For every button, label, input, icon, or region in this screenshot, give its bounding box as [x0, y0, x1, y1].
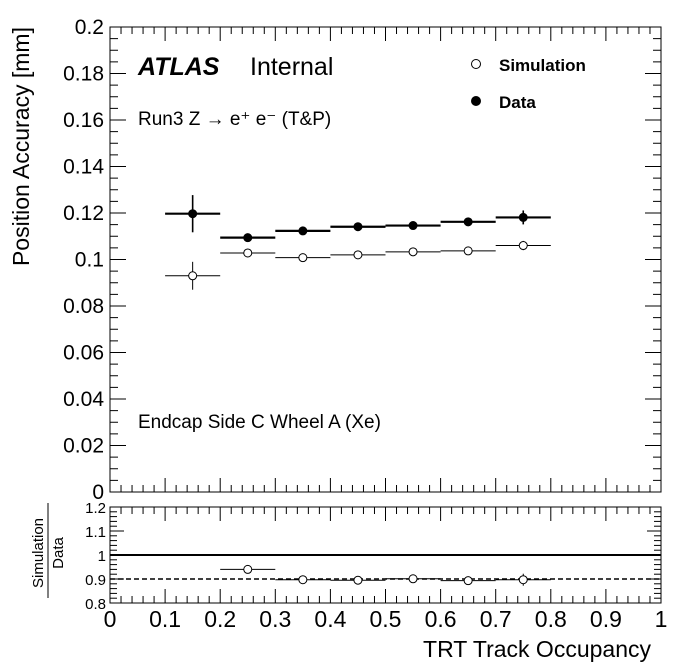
- main-y-tick-label: 0.12: [63, 202, 104, 225]
- legend: Simulation Data: [471, 56, 586, 112]
- main-y-tick-label: 0.16: [63, 109, 104, 132]
- atlas-status: Internal: [250, 53, 333, 81]
- x-tick-label: 0.7: [480, 606, 512, 632]
- data-point: [353, 222, 363, 232]
- ratio-y-tick-label: 1.2: [85, 500, 106, 517]
- data-point: [408, 221, 418, 231]
- simulation-point: [243, 248, 253, 258]
- x-axis-title: TRT Track Occupancy: [423, 636, 651, 662]
- main-y-tick-label: 0.08: [63, 295, 104, 318]
- main-y-tick-label: 0.04: [63, 388, 104, 411]
- ratio-point: [243, 564, 253, 574]
- ratio-point: [518, 575, 528, 585]
- ratio-y-denominator: Data: [50, 537, 67, 569]
- simulation-point: [463, 246, 473, 256]
- main-y-axis-title: Position Accuracy [mm]: [8, 27, 34, 266]
- x-tick-label: 0.4: [314, 606, 346, 632]
- main-y-tick-label: 0.02: [63, 435, 104, 458]
- x-tick-label: 0.1: [149, 606, 181, 632]
- region-annotation: Endcap Side C Wheel A (Xe): [138, 412, 381, 433]
- ratio-y-tick-label: 1: [98, 548, 106, 565]
- main-data-marks: [165, 195, 551, 290]
- simulation-point: [298, 253, 308, 263]
- x-tick-label: 0.8: [535, 606, 567, 632]
- simulation-point: [518, 241, 528, 251]
- ratio-point: [353, 575, 363, 585]
- main-x-axis-ticks: [109, 27, 662, 492]
- ratio-point: [463, 576, 473, 586]
- main-y-tick-label: 0.06: [63, 342, 104, 365]
- ratio-y-axis-title: Simulation Data: [30, 503, 67, 598]
- simulation-point: [408, 247, 418, 257]
- legend-data-marker: [471, 96, 481, 106]
- ratio-data-marks: [220, 564, 551, 586]
- data-point: [298, 226, 308, 236]
- x-tick-label: 0.9: [590, 606, 622, 632]
- ratio-y-axis-ticks: 0.8 0.9 1 1.1 1.2: [85, 500, 661, 613]
- ratio-point: [408, 574, 418, 584]
- main-y-tick-label: 0: [92, 481, 104, 504]
- main-y-tick-label: 0.2: [75, 16, 104, 39]
- legend-data-label: Data: [499, 93, 536, 112]
- ratio-y-numerator: Simulation: [30, 518, 47, 588]
- x-tick-label: 0.6: [425, 606, 457, 632]
- ratio-x-axis-ticks: 0 0.1 0.2 0.3 0.4 0.5 0.6 0.7 0.8 0.9 1: [104, 507, 668, 632]
- simulation-point: [353, 250, 363, 260]
- process-annotation: Run3 Z → e⁺ e⁻ (T&P): [138, 109, 331, 130]
- main-y-tick-label: 0.18: [63, 63, 104, 86]
- ratio-y-tick-label: 0.8: [85, 596, 106, 613]
- ratio-point: [298, 575, 308, 585]
- data-point: [188, 209, 198, 219]
- data-point: [518, 212, 528, 222]
- x-tick-label: 0.5: [370, 606, 402, 632]
- legend-simulation-marker: [471, 59, 481, 69]
- ratio-y-tick-label: 1.1: [85, 524, 106, 541]
- main-y-tick-label: 0.14: [63, 156, 104, 179]
- ratio-reference-lines: [110, 554, 661, 580]
- legend-simulation-label: Simulation: [499, 56, 586, 75]
- x-tick-label: 0: [104, 606, 117, 632]
- ratio-y-tick-label: 0.9: [85, 572, 106, 589]
- x-tick-label: 1: [655, 606, 668, 632]
- main-y-axis-ticks: 0 0.02 0.04 0.06 0.08 0.1 0.12 0.14 0.16 0.18 0.2: [63, 16, 661, 504]
- x-tick-label: 0.3: [259, 606, 291, 632]
- data-point: [463, 217, 473, 227]
- atlas-label: ATLAS: [137, 53, 220, 81]
- x-tick-label: 0.2: [204, 606, 236, 632]
- main-y-tick-label: 0.1: [75, 249, 104, 272]
- data-point: [243, 233, 253, 243]
- simulation-point: [188, 271, 198, 281]
